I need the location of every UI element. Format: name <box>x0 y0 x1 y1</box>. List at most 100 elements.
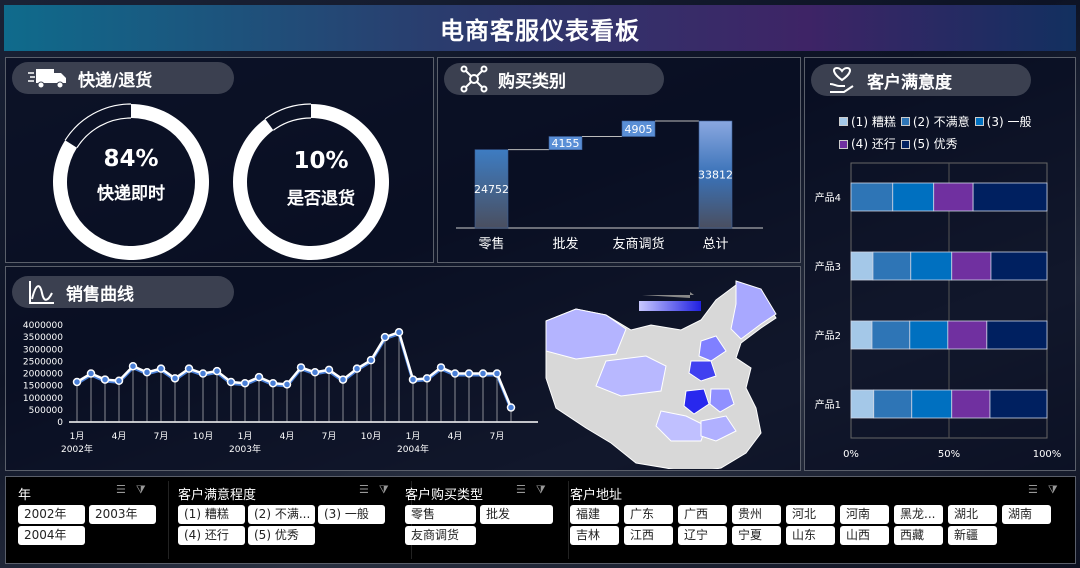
data-point <box>310 368 320 377</box>
clear-filter-icon[interactable]: ⧩ <box>535 483 556 496</box>
x-year-label: 2003年 <box>229 443 261 455</box>
filter-option[interactable]: 湖北 <box>948 505 997 524</box>
filter-option[interactable]: (4) 还行 <box>178 526 245 545</box>
filter-option[interactable]: 福建 <box>570 505 619 524</box>
x-tick-label: 0% <box>843 449 859 460</box>
filter-title: 客户购买类型 <box>405 488 484 503</box>
stacked-bar-segment <box>850 182 894 212</box>
waterfall-chart: 24752 零售 4155 批发 4905 友商调货 33812 总计 <box>456 120 763 252</box>
map-region-guangdong <box>700 415 737 442</box>
data-point <box>254 372 264 382</box>
data-point <box>478 369 488 378</box>
stacked-bar-segment <box>951 251 992 281</box>
data-point <box>394 328 404 337</box>
map-region-henan <box>688 360 717 382</box>
filter-controls: ☰⧩ <box>359 483 399 497</box>
map-region-hunan <box>683 388 710 415</box>
filter-option[interactable]: 广东 <box>624 505 673 524</box>
filter-option[interactable]: 黑龙... <box>894 505 943 524</box>
filter-option[interactable]: (5) 优秀 <box>248 526 315 545</box>
y-tick-label: 2500000 <box>23 357 63 367</box>
stacked-bar-segment <box>872 251 912 281</box>
clear-filter-icon[interactable]: ⧩ <box>135 483 156 496</box>
map-region-guangxi <box>655 410 707 442</box>
x-month-label: 1月 <box>238 431 253 442</box>
data-point <box>86 369 96 378</box>
filter-option[interactable]: 辽宁 <box>678 526 727 545</box>
satisfaction-title-pill: 客户满意度 <box>811 64 1031 96</box>
multi-select-icon[interactable]: ☰ <box>1028 483 1048 496</box>
filter-option[interactable]: 零售 <box>405 505 476 524</box>
sales-line <box>76 330 513 408</box>
filter-option[interactable]: 宁夏 <box>732 526 781 545</box>
filter-divider <box>168 481 169 559</box>
legend-item[interactable]: (1) 糟糕 <box>839 111 896 133</box>
stacked-bar-segment <box>951 389 991 419</box>
filter-option[interactable]: (2) 不满... <box>248 505 315 524</box>
multi-select-icon[interactable]: ☰ <box>116 483 136 496</box>
filter-option[interactable]: 2002年 <box>18 505 85 524</box>
clear-filter-icon[interactable]: ⧩ <box>1047 483 1068 496</box>
delivery-panel: 快递/退货 84% 快递即时 10% 是否退货 <box>5 57 434 263</box>
filter-controls: ☰⧩ <box>1028 483 1068 497</box>
waterfall-bar-2 <box>621 120 656 137</box>
filter-option[interactable]: (3) 一般 <box>318 505 385 524</box>
map-color-scale <box>639 301 701 311</box>
y-tick-label: 3000000 <box>23 345 63 355</box>
clear-filter-icon[interactable]: ⧩ <box>378 483 399 496</box>
data-point <box>198 369 208 378</box>
filter-divider <box>568 481 569 559</box>
data-point <box>212 366 222 376</box>
legend-swatch <box>839 139 848 149</box>
purchase-panel: 购买类别 24752 零售 4155 批发 4905 友商调货 33812 总计 <box>437 57 801 263</box>
legend-item[interactable]: (4) 还行 <box>839 133 896 155</box>
legend-label: (2) 不满意 <box>912 114 970 129</box>
filter-option[interactable]: 广西 <box>678 505 727 524</box>
filter-option[interactable]: 山东 <box>786 526 835 545</box>
purchase-title: 购买类别 <box>498 71 566 92</box>
legend-item[interactable]: (3) 一般 <box>974 111 1031 133</box>
filter-option[interactable]: 湖南 <box>1002 505 1051 524</box>
multi-select-icon[interactable]: ☰ <box>516 483 536 496</box>
filter-option[interactable]: 吉林 <box>570 526 619 545</box>
filter-option[interactable]: 西藏 <box>894 526 943 545</box>
data-point <box>436 363 446 372</box>
legend-swatch <box>839 117 848 126</box>
filter-option[interactable]: 友商调货 <box>405 526 476 545</box>
china-map <box>545 280 777 469</box>
filter-option[interactable]: 2003年 <box>89 505 156 524</box>
x-month-label: 4月 <box>112 431 127 442</box>
legend-item[interactable]: (2) 不满意 <box>900 111 970 133</box>
delivery-title: 快递/退货 <box>78 70 153 91</box>
gauge-remainder-1 <box>64 103 132 149</box>
x-tick-label: 100% <box>1033 449 1062 460</box>
data-point <box>506 403 516 412</box>
legend-label: (1) 糟糕 <box>851 114 896 129</box>
gauges <box>52 103 389 260</box>
data-point <box>408 375 418 384</box>
filter-option[interactable]: (1) 糟糕 <box>178 505 245 524</box>
multi-select-icon[interactable]: ☰ <box>359 483 379 496</box>
y-tick-label: 1000000 <box>23 394 63 404</box>
map-region-xizang <box>595 355 667 397</box>
satisfaction-legend: (1) 糟糕 (2) 不满意 (3) 一般 (4) 还行 (5) 优秀 <box>839 110 1069 155</box>
stacked-bar-segment <box>933 182 974 212</box>
filter-option[interactable]: 贵州 <box>732 505 781 524</box>
y-tick-label: 1500000 <box>23 382 63 392</box>
satisfaction-chart: 0% 50% 100% 产品4 产品3 产品2 产品1 <box>815 162 1062 460</box>
filter-option[interactable]: 河北 <box>786 505 835 524</box>
stacked-bar-segment <box>892 182 935 212</box>
filter-option[interactable]: 新疆 <box>948 526 997 545</box>
legend-item[interactable]: (5) 优秀 <box>900 133 958 155</box>
y-tick-label: 0 <box>57 418 63 428</box>
filter-option[interactable]: 批发 <box>480 505 553 524</box>
filter-option[interactable]: 河南 <box>840 505 889 524</box>
data-point <box>282 380 292 389</box>
filter-option[interactable]: 江西 <box>624 526 673 545</box>
stacked-bar-segment <box>972 182 1048 212</box>
filter-option[interactable]: 2004年 <box>18 526 85 545</box>
filter-title: 客户满意程度 <box>178 488 257 503</box>
filter-option[interactable]: 山西 <box>840 526 889 545</box>
category-label: 产品1 <box>815 398 841 411</box>
waterfall-category-label: 总计 <box>702 237 728 252</box>
